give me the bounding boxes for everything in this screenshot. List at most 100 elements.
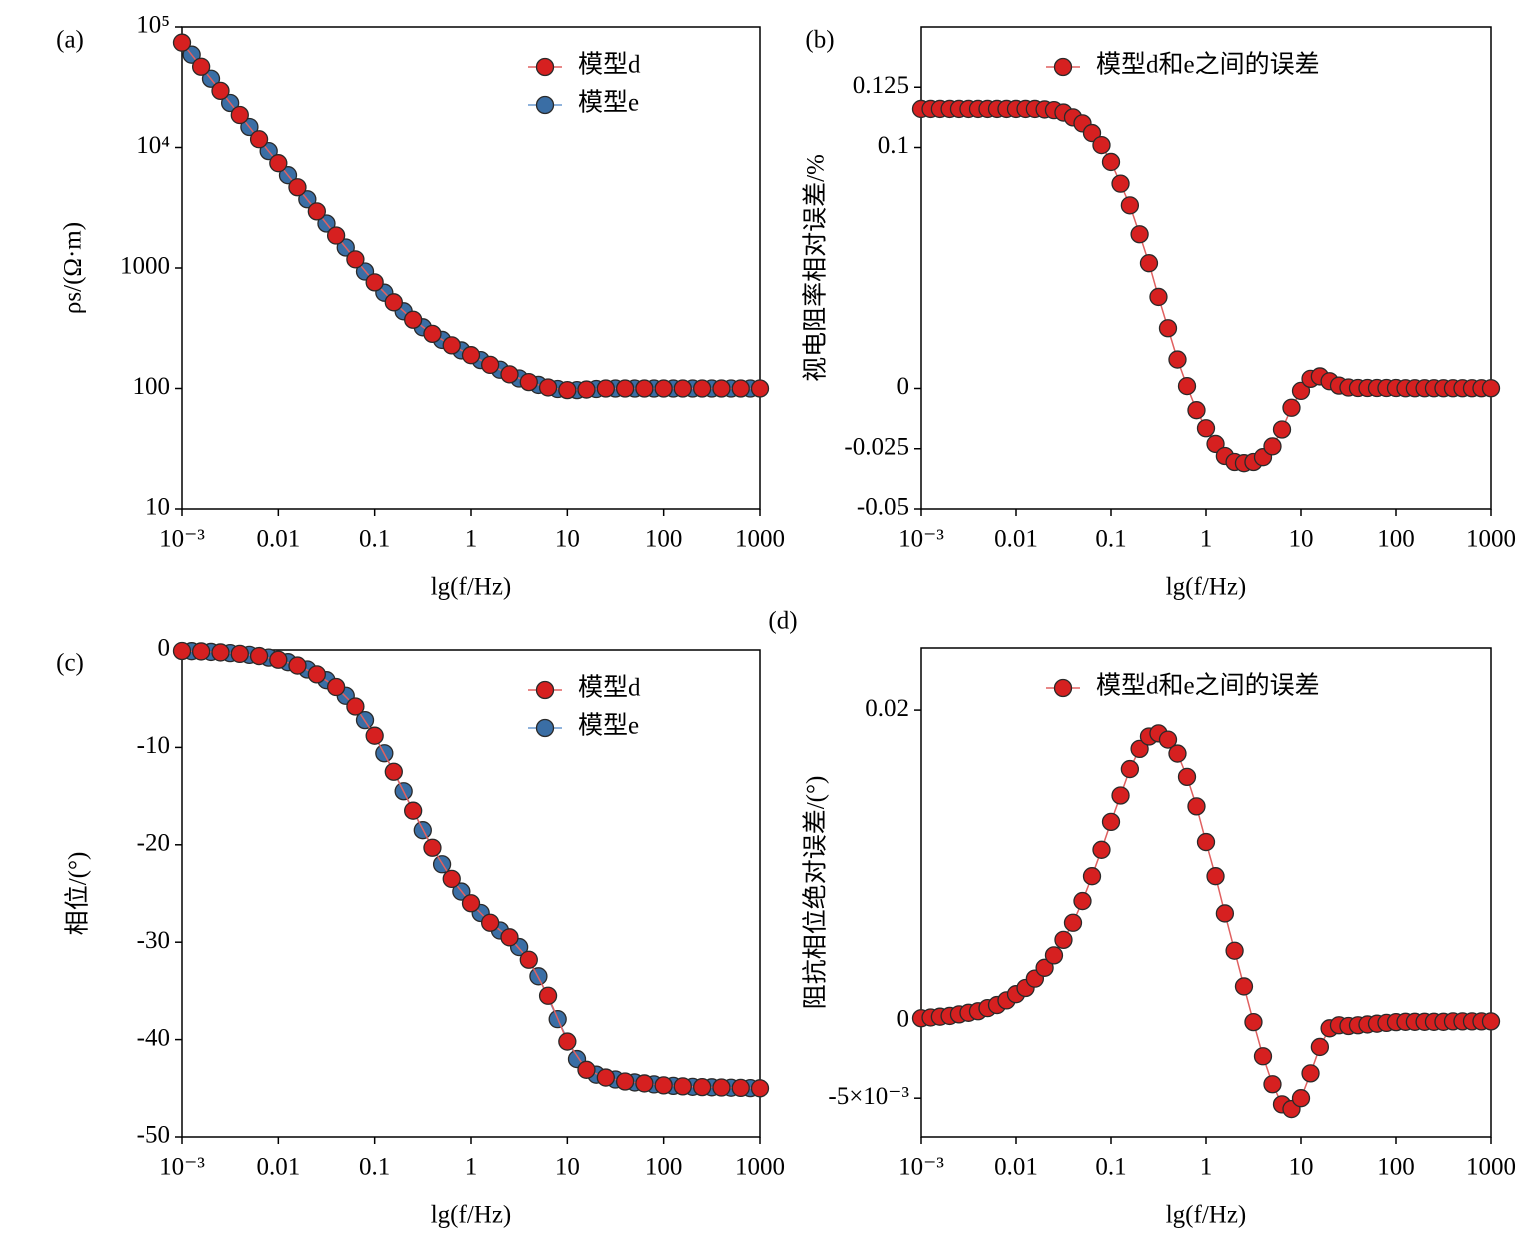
legend-label: 模型e [578, 89, 639, 117]
data-point [693, 379, 712, 398]
x-tick-label: 100 [645, 526, 683, 553]
x-axis-label: lg(f/Hz) [1166, 574, 1247, 601]
y-tick-label: 0 [158, 635, 171, 662]
axes-frame [181, 26, 761, 510]
data-point [1196, 832, 1216, 852]
data-point [480, 355, 500, 375]
x-tick-label: 0.01 [256, 526, 300, 553]
data-point [1291, 381, 1311, 401]
data-point [288, 178, 307, 197]
data-point [249, 646, 269, 666]
y-axis-label: ρs/(Ω·m) [60, 222, 87, 314]
x-tick-label: 0.01 [256, 1154, 300, 1181]
axes-frame [181, 649, 761, 1138]
series-line [920, 732, 1491, 1110]
x-tick-label: 1000 [1466, 1154, 1516, 1181]
data-point [1244, 1012, 1263, 1032]
y-tick-label: 100 [133, 373, 171, 400]
data-point [172, 33, 192, 52]
x-tick-label: 10 [1289, 526, 1314, 553]
data-point [346, 250, 365, 269]
y-tick-label: -40 [137, 1024, 170, 1051]
x-tick-label: 10⁻³ [159, 1154, 205, 1181]
data-point [1139, 254, 1159, 273]
data-point [635, 1074, 654, 1093]
data-point [1187, 797, 1206, 816]
data-point [731, 1078, 750, 1098]
data-point [269, 154, 288, 173]
x-tick-label: 1 [465, 1154, 478, 1181]
x-axis-label: lg(f/Hz) [1166, 1202, 1247, 1229]
series-line [921, 108, 1491, 464]
panel-label: (c) [56, 650, 84, 677]
data-point [1168, 744, 1187, 763]
data-point [615, 379, 635, 398]
y-tick-label: -5×10⁻³ [828, 1083, 909, 1110]
y-tick-label: 0 [897, 373, 910, 400]
data-point [1272, 420, 1292, 439]
data-point [1082, 123, 1102, 143]
data-point [538, 986, 558, 1005]
legend-marker [1053, 57, 1073, 77]
data-point [654, 379, 673, 398]
data-point [1158, 730, 1178, 749]
panel-label: (d) [768, 608, 797, 635]
data-point [1301, 1064, 1320, 1083]
data-point [558, 380, 577, 400]
data-point [191, 57, 211, 76]
data-point [307, 665, 326, 684]
data-point [1310, 1037, 1330, 1057]
y-axis-label: 相位/(°) [64, 852, 92, 936]
data-point [1206, 434, 1225, 454]
y-tick-label: 10⁵ [136, 12, 170, 39]
data-point [1234, 977, 1254, 996]
legend-marker [1053, 678, 1073, 698]
data-point [558, 1032, 577, 1051]
data-point [1101, 152, 1121, 172]
data-point [500, 365, 519, 384]
data-point [211, 81, 230, 101]
y-tick-label: -50 [137, 1122, 170, 1149]
x-tick-label: 100 [645, 1154, 683, 1181]
legend-label: 模型d [578, 51, 641, 79]
data-point [1158, 319, 1178, 338]
data-point [500, 928, 519, 947]
data-point [654, 1076, 673, 1095]
y-tick-label: 0.125 [853, 72, 909, 99]
data-point [326, 226, 346, 245]
data-point [1149, 287, 1168, 307]
data-point [1282, 398, 1301, 417]
x-tick-label: 1000 [735, 526, 785, 553]
series-line [181, 42, 760, 391]
y-tick-label: -0.05 [857, 494, 909, 521]
data-point [346, 697, 365, 716]
data-point [442, 869, 461, 889]
x-tick-label: 100 [1377, 1154, 1415, 1181]
data-point [365, 726, 384, 745]
data-point [172, 641, 192, 661]
x-tick-label: 10⁻³ [159, 526, 205, 553]
data-point [1196, 419, 1216, 438]
panel-label: (b) [805, 27, 834, 54]
y-tick-label: 10 [145, 494, 170, 521]
x-tick-label: 10 [555, 1154, 580, 1181]
data-point [1253, 1047, 1273, 1066]
data-point [1291, 1089, 1311, 1108]
panel-label: (a) [56, 27, 84, 54]
data-point [307, 202, 326, 221]
data-point [577, 380, 596, 399]
data-point [404, 310, 423, 329]
x-tick-label: 1 [1200, 526, 1213, 553]
data-point [635, 379, 654, 398]
x-axis-label: lg(f/Hz) [431, 574, 512, 601]
data-point [1130, 739, 1149, 759]
data-point [326, 677, 346, 697]
data-point [211, 643, 230, 662]
y-tick-label: -20 [137, 830, 170, 857]
data-point [384, 762, 403, 781]
data-point [712, 379, 731, 398]
data-point [1225, 941, 1244, 960]
x-tick-label: 0.1 [1095, 1154, 1126, 1181]
data-point [1073, 891, 1092, 911]
